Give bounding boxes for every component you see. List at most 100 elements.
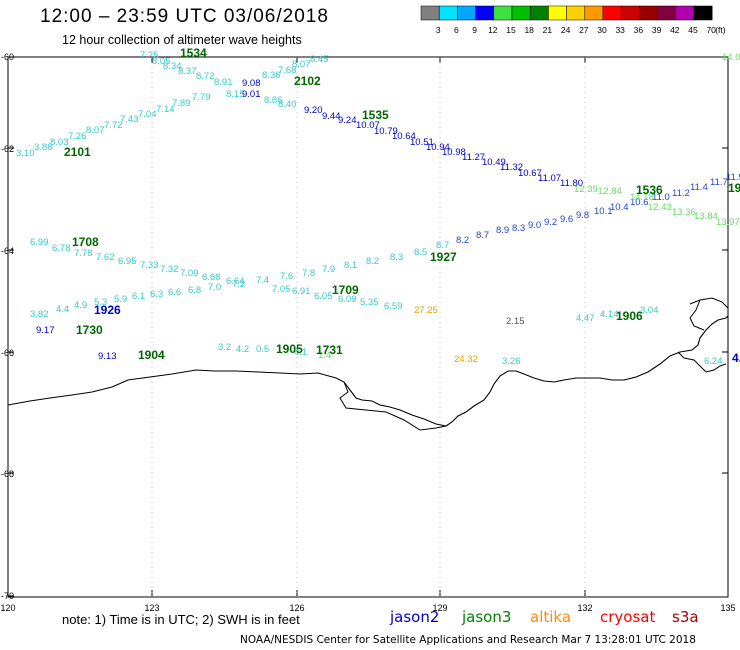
scale-label: 45 bbox=[688, 25, 698, 35]
scale-swatch bbox=[548, 5, 567, 21]
lon-labels: 120 123 126 129 132 135 bbox=[0, 603, 735, 613]
swh-value-label: 10.49 bbox=[482, 157, 506, 168]
swh-value-label: 8.9 bbox=[496, 225, 509, 236]
scale-swatch bbox=[620, 5, 640, 21]
swh-value-label: 8.45 bbox=[310, 54, 329, 65]
scale-label: 30 bbox=[597, 25, 607, 35]
legend-jason3: jason3 bbox=[462, 608, 512, 626]
scale-unit: (ft) bbox=[715, 25, 726, 35]
swh-value-label: 10.51 bbox=[410, 137, 434, 148]
swh-value-label: 4.2 bbox=[236, 344, 249, 355]
pass-time-label: 4.1 bbox=[732, 351, 740, 365]
swh-value-label: 24.32 bbox=[454, 354, 478, 365]
swh-value-label: 9.20 bbox=[304, 105, 323, 116]
antarctic-coastline bbox=[7, 315, 729, 427]
swh-value-label: 8.72 bbox=[196, 71, 215, 82]
swh-value-label: 10.4 bbox=[610, 202, 629, 213]
swh-value-label: 10.07 bbox=[356, 120, 380, 131]
swh-value-label: 6.1 bbox=[132, 291, 145, 302]
swh-value-label: 6.99 bbox=[30, 237, 49, 248]
coast-inlet-east bbox=[689, 297, 729, 331]
swh-value-label: 7.89 bbox=[172, 98, 191, 109]
swh-value-label: 8.15 bbox=[226, 89, 245, 100]
swh-value-label: 4.9 bbox=[74, 300, 87, 311]
swh-value-label: 11.80 bbox=[560, 178, 583, 189]
swh-value-label: 7.04 bbox=[138, 109, 157, 120]
legend-altika: altika bbox=[530, 608, 572, 626]
swh-value-label: 4.1 bbox=[294, 347, 307, 358]
page-title: 12:00 – 23:59 UTC 03/06/2018 bbox=[40, 6, 329, 27]
scale-swatch bbox=[457, 5, 476, 21]
scale-label: 9 bbox=[472, 25, 477, 35]
footer-note: note: 1) Time is in UTC; 2) SWH is in fe… bbox=[62, 612, 300, 627]
swh-value-label: 13.84 bbox=[694, 211, 718, 222]
swh-value-label: 7.09 bbox=[180, 268, 199, 279]
scale-swatch bbox=[602, 5, 622, 21]
swh-value-label: 6.91 bbox=[292, 286, 311, 297]
swh-value-label: 8.34 bbox=[163, 61, 182, 72]
swh-value-label: 9.13 bbox=[98, 351, 117, 362]
swh-value-label: 7.6 bbox=[280, 271, 293, 282]
scale-swatch bbox=[584, 5, 604, 21]
swh-value-label: 2.15 bbox=[506, 316, 525, 327]
swh-value-label: 7.32 bbox=[160, 264, 179, 275]
pass-time-label: 2102 bbox=[294, 74, 321, 88]
swh-value-label: 6.6 bbox=[168, 287, 181, 298]
swh-value-label: 7.25 bbox=[140, 50, 159, 61]
time-labels: 1534 2102 1535 2101 1536 1922 1708 1927 1709 1926… bbox=[64, 46, 740, 365]
swh-value-label: 3.04 bbox=[640, 305, 659, 316]
lat-label: -64 bbox=[1, 246, 14, 256]
scale-swatch bbox=[475, 5, 495, 21]
swh-value-label: 11.4 bbox=[690, 182, 708, 193]
swh-value-label: 6.95 bbox=[118, 256, 137, 267]
swh-value-label: 7.26 bbox=[68, 131, 87, 142]
swh-value-label: 10.64 bbox=[392, 131, 416, 142]
swh-value-label: 11.0 bbox=[652, 192, 670, 203]
swh-value-label: 9.01 bbox=[242, 89, 261, 100]
scale-swatch bbox=[511, 5, 531, 21]
swh-value-label: 7.4 bbox=[256, 275, 269, 286]
lon-label: 126 bbox=[289, 603, 304, 613]
swh-value-label: 10.1 bbox=[594, 206, 613, 217]
swh-value-label: 7.78 bbox=[74, 248, 93, 259]
pass-time-label: 1731 bbox=[316, 343, 343, 357]
swh-value-label: 4.14 bbox=[600, 309, 619, 320]
swh-value-label: 8.5 bbox=[414, 247, 427, 258]
plot-frame bbox=[7, 56, 729, 598]
legend-jason2: jason2 bbox=[390, 608, 440, 626]
swh-value-label: 13.36 bbox=[672, 207, 696, 218]
swh-value-label: 8.3 bbox=[512, 223, 525, 234]
scale-swatch bbox=[566, 5, 586, 21]
swh-value-label: 8.3 bbox=[390, 252, 403, 263]
scale-swatch bbox=[493, 5, 513, 21]
swh-value-label: 9.6 bbox=[560, 214, 573, 225]
swh-value-label: 5.9 bbox=[114, 294, 127, 305]
swh-value-label: 6.05 bbox=[314, 291, 333, 302]
swh-value-label: 3.88 bbox=[34, 142, 53, 153]
pass-time-label: 1922 bbox=[728, 181, 740, 195]
swh-value-label: 13.97 bbox=[716, 217, 740, 228]
swh-value-label: 3.10 bbox=[16, 148, 35, 159]
pass-time-label: 1926 bbox=[94, 303, 121, 317]
swh-value-label: 10.94 bbox=[426, 142, 450, 153]
altimeter-tracks: 7.258.058.348.37 8.728.918.158.367.688.07… bbox=[16, 50, 740, 367]
swh-value-label: 6.68 bbox=[202, 272, 221, 283]
scale-swatch bbox=[639, 5, 658, 21]
scale-label: 6 bbox=[454, 25, 459, 35]
swh-value-label: 6.59 bbox=[384, 301, 403, 312]
swh-value-label: 0.5 bbox=[256, 344, 269, 355]
swh-value-label: 7.14 bbox=[156, 104, 175, 115]
swh-value-label: 7.79 bbox=[192, 92, 211, 103]
swh-value-label: 8.07 bbox=[86, 125, 105, 136]
swh-value-label: 11.9 bbox=[726, 172, 740, 183]
swh-value-label: 3.2 bbox=[218, 342, 231, 353]
scale-label: 15 bbox=[506, 25, 516, 35]
swh-value-label: 8.36 bbox=[262, 70, 281, 81]
swh-value-label: 8.2 bbox=[456, 235, 469, 246]
page-subtitle: 12 hour collection of altimeter wave hei… bbox=[62, 33, 302, 47]
pass-time-label: 1904 bbox=[138, 348, 165, 362]
scale-label: 21 bbox=[543, 25, 553, 35]
scale-label: 36 bbox=[634, 25, 644, 35]
